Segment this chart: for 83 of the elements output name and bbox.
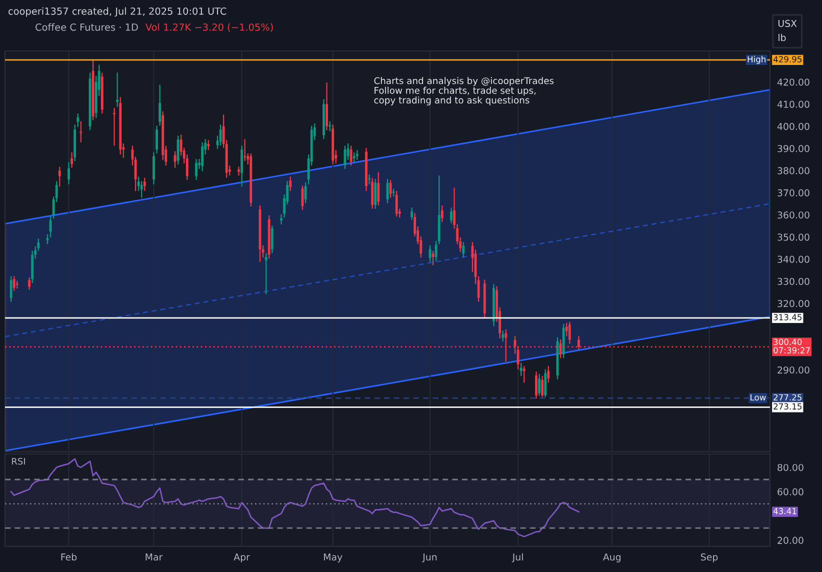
candlestick xyxy=(535,372,538,399)
candlestick xyxy=(377,172,380,206)
y-tick-label: 80.00 xyxy=(778,464,804,472)
ref-line-label: 300.40 07:39:27 xyxy=(774,338,810,354)
candlestick xyxy=(544,369,547,397)
candlestick xyxy=(70,152,73,168)
x-tick-label: Sep xyxy=(701,553,718,562)
x-tick-label: Jun xyxy=(422,554,437,562)
y-tick-label: 350.00 xyxy=(778,234,810,241)
candlestick xyxy=(462,242,465,258)
candlestick xyxy=(12,276,16,291)
y-tick-label: 330.00 xyxy=(778,278,810,286)
annotation: Charts and analysis by @icooperTrades Follow me for charts, trade set ups, copy trading and to ask questions xyxy=(374,77,554,106)
candlestick xyxy=(547,366,550,383)
chart-title: RSI xyxy=(12,458,25,465)
candlestick xyxy=(395,191,398,217)
x-tick-label: Mar xyxy=(146,554,163,561)
candlestick xyxy=(304,182,307,204)
candlestick xyxy=(374,178,377,209)
y-tick-label: 20.00 xyxy=(778,536,804,544)
candlestick xyxy=(201,142,204,172)
y-tick-label: 340.00 xyxy=(778,256,810,263)
ref-line-label: 429.95 xyxy=(773,56,802,62)
annotation: Low xyxy=(750,394,766,401)
candlestick xyxy=(538,374,540,396)
candlestick xyxy=(368,174,370,184)
candlestick xyxy=(238,166,240,176)
y-tick-label: 320.00 xyxy=(778,300,810,308)
y-tick-label: 390.00 xyxy=(778,145,810,152)
line-series xyxy=(10,458,580,538)
text: 43.41 xyxy=(773,508,796,514)
text: cooperi1357 created, Jul 21, 2025 10:01 UTC xyxy=(8,7,226,17)
candlestick xyxy=(28,277,30,290)
x-tick-label: Jul xyxy=(512,553,523,562)
candlestick xyxy=(270,225,274,254)
candlestick xyxy=(58,166,61,187)
candlestick xyxy=(522,366,526,383)
y-tick-label: 400.00 xyxy=(777,122,810,130)
candlestick xyxy=(565,322,568,336)
candlestick xyxy=(289,176,292,192)
candlestick xyxy=(410,208,413,220)
y-tick-label: 380.00 xyxy=(778,167,810,174)
candlestick xyxy=(350,146,352,166)
x-tick-label: Aug xyxy=(602,554,621,562)
chart-title: Coffee C Futures · 1D xyxy=(36,23,138,31)
x-tick-label: May xyxy=(324,554,342,562)
candlestick xyxy=(244,139,246,162)
candlestick xyxy=(158,84,162,126)
y-tick-label: 410.00 xyxy=(777,100,810,108)
candlestick xyxy=(568,322,571,344)
candlestick xyxy=(371,178,374,209)
ref-line-label: 313.45 xyxy=(774,314,802,320)
candlestick xyxy=(440,205,444,222)
candlestick xyxy=(326,82,328,130)
ref-line-label: 273.15 xyxy=(774,403,802,410)
candlestick xyxy=(541,376,544,397)
y-tick-label: 360.00 xyxy=(778,211,810,219)
y-tick-label: 290.00 xyxy=(778,366,810,374)
y-tick-label: 420.00 xyxy=(777,78,810,86)
candlestick xyxy=(113,108,116,146)
candlestick xyxy=(143,178,146,192)
annotation: High xyxy=(748,56,766,64)
y-tick-label: 370.00 xyxy=(778,189,810,196)
candlestick xyxy=(10,276,12,302)
candlestick xyxy=(240,146,243,187)
candlestick xyxy=(450,208,452,224)
ref-line-label: 277.25 xyxy=(774,394,802,401)
candlestick xyxy=(80,121,82,142)
x-tick-label: Apr xyxy=(234,554,250,562)
candlestick xyxy=(76,114,80,127)
candlestick xyxy=(68,162,70,184)
candlestick xyxy=(264,253,268,294)
candlestick xyxy=(520,362,522,376)
candlestick xyxy=(432,250,434,266)
chart-subtitle: Vol 1.27K −3.20 (−1.05%) xyxy=(145,23,273,32)
candlestick xyxy=(116,72,119,107)
x-tick-label: Feb xyxy=(61,553,77,561)
y-axis-title: USX lb xyxy=(778,20,797,42)
candlestick xyxy=(502,330,504,342)
candlestick xyxy=(16,280,18,288)
candlestick xyxy=(219,124,222,146)
y-tick-label: 60.00 xyxy=(778,488,804,496)
candlestick xyxy=(195,158,198,180)
